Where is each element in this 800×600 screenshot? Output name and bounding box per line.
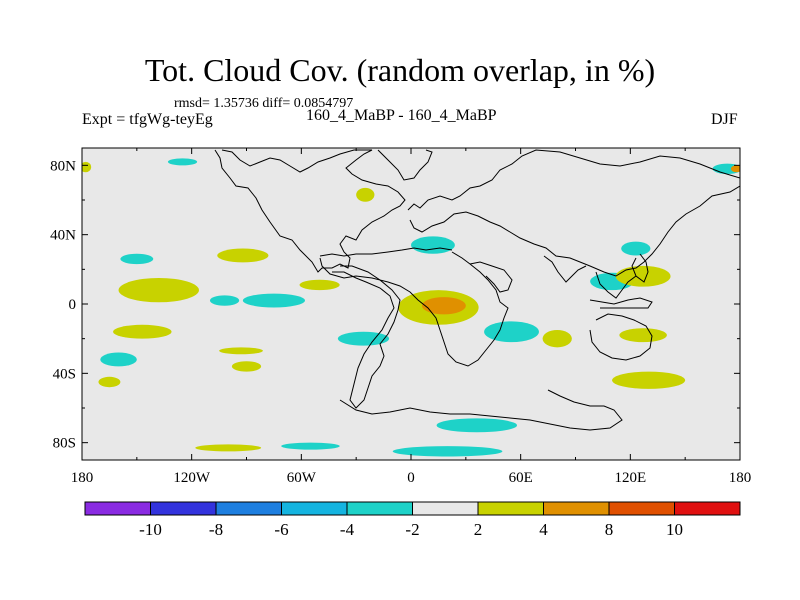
anomaly-patch-11 — [219, 347, 263, 355]
colorbar-label: -10 — [139, 520, 162, 539]
coastline-south-america — [332, 265, 401, 409]
season-label: DJF — [711, 111, 738, 128]
coastline-mediterranean — [319, 247, 453, 257]
coastline-eurasia — [407, 149, 740, 277]
anomaly-patch-10 — [337, 331, 390, 346]
anomaly-patch-25 — [281, 442, 340, 450]
y-tick-label: 40N — [50, 228, 76, 244]
anomaly-patch-17 — [619, 328, 667, 343]
x-tick-label: 60E — [509, 470, 533, 486]
y-tick-label: 80S — [53, 436, 76, 452]
anomaly-patch-22 — [436, 418, 518, 433]
stats-label: rmsd= 1.35736 diff= 0.0854797 — [174, 96, 354, 111]
colorbar-box-9 — [674, 501, 741, 516]
experiment-label: Expt = tfgWg-teyEg — [82, 111, 213, 128]
anomaly-patch-24 — [195, 444, 262, 452]
colorbar-box-2 — [215, 501, 282, 516]
colorbar-box-5 — [412, 501, 479, 516]
anomaly-patch-13 — [98, 376, 121, 388]
colorbar-label: -4 — [340, 520, 355, 539]
colorbar-label: -8 — [209, 520, 223, 539]
x-tick-label: 120E — [614, 470, 646, 486]
colorbar-label: 8 — [605, 520, 614, 539]
coastline-greenland — [377, 149, 433, 181]
anomaly-patch-21 — [621, 241, 651, 256]
x-tick-label: 180 — [71, 470, 94, 486]
colorbar-box-6 — [477, 501, 544, 516]
colorbar-label: -2 — [405, 520, 419, 539]
anomaly-patch-1 — [421, 297, 466, 315]
anomaly-patch-6 — [120, 253, 154, 265]
anomaly-patch-3 — [118, 278, 199, 303]
anomaly-patch-27 — [167, 158, 198, 166]
colorbar-box-0 — [84, 501, 151, 516]
colorbar-box-7 — [543, 501, 610, 516]
colorbar-box-1 — [150, 501, 217, 516]
anomaly-patch-5 — [299, 279, 340, 291]
anomaly-patch-29 — [730, 165, 740, 173]
coastline-north-america — [214, 149, 406, 273]
anomaly-patch-12 — [100, 352, 137, 367]
y-tick-label: 80N — [50, 158, 76, 174]
anomaly-patch-8 — [242, 293, 305, 308]
axis-ticks: 180 120W 60W 0 60E 120E 180 80N 40N 0 40S 80S — [50, 148, 751, 486]
coastline-indonesia — [589, 297, 653, 309]
x-tick-label: 180 — [729, 470, 752, 486]
anomaly-layer — [82, 158, 740, 457]
y-tick-label: 40S — [53, 366, 76, 382]
anomaly-patch-15 — [484, 321, 539, 343]
coastline-layer — [214, 149, 740, 431]
y-tick-label: 0 — [69, 297, 77, 313]
colorbar-box-4 — [346, 501, 413, 516]
anomaly-patch-30 — [82, 161, 92, 173]
anomaly-patch-4 — [217, 248, 269, 263]
colorbar-label: 2 — [474, 520, 483, 539]
coastline-antarctica — [339, 389, 623, 431]
coastline-southeast-asia — [595, 271, 637, 299]
colorbar-label: -6 — [274, 520, 288, 539]
anomaly-patch-14 — [231, 361, 262, 372]
coastline-africa — [319, 251, 509, 367]
coastline-arabia — [469, 261, 513, 293]
colorbar-label: 10 — [666, 520, 683, 539]
colorbar-box-3 — [281, 501, 348, 516]
colorbar-box-8 — [608, 501, 675, 516]
map-title: Tot. Cloud Cov. (random overlap, in %) — [144, 52, 656, 88]
anomaly-patch-9 — [113, 324, 172, 339]
anomaly-patch-23 — [392, 446, 503, 457]
x-tick-label: 120W — [173, 470, 211, 486]
coastline-australia — [589, 313, 653, 361]
anomaly-patch-7 — [209, 295, 240, 306]
coastline-japan — [631, 253, 649, 283]
anomaly-patch-16 — [542, 330, 572, 348]
case-label: 160_4_MaBP - 160_4_MaBP — [306, 107, 497, 124]
x-tick-label: 60W — [287, 470, 317, 486]
anomaly-patch-18 — [612, 371, 686, 389]
x-tick-label: 0 — [407, 470, 415, 486]
colorbar-label: 4 — [539, 520, 548, 539]
coastline-india — [543, 255, 587, 283]
anomaly-patch-26 — [356, 187, 375, 202]
